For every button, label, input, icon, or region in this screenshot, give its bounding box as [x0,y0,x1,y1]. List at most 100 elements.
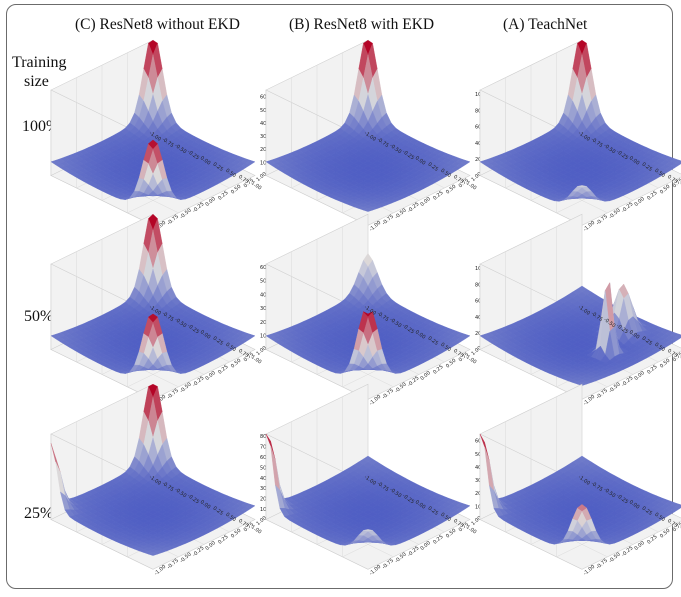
x-tick-label: 0.25 [427,336,440,347]
x-tick-label: 0.00 [628,155,641,166]
y-tick-label: 0.50 [659,358,671,370]
z-tick-label: 500 [260,108,270,114]
surface-facet [577,504,587,512]
y-tick-label: 0.50 [659,184,671,196]
x-tick-label: 0.75 [237,518,250,529]
column-title-without-ekd: (C) ResNet8 without EKD [75,16,240,33]
y-tick-label: 0.25 [432,534,444,546]
x-tick-label: 0.25 [212,506,225,517]
z-tick-label: 800 [260,434,270,440]
x-tick-label: 1.00 [465,354,478,365]
x-tick-label: 0.75 [237,174,250,185]
surface-plot-2: 200040006000800010000-1.00-0.75-0.50-0.2… [265,39,491,233]
y-tick-label: 0.25 [432,364,444,376]
x-tick-label: 0.25 [427,162,440,173]
z-tick-label: 300 [260,306,270,312]
surface-facet [148,313,158,323]
z-tick-label: 700 [260,445,270,451]
x-tick-label: 0.25 [641,506,654,517]
z-tick-label: 200 [260,497,270,503]
x-tick-label: 0.00 [414,499,427,510]
x-tick-label: 1.00 [679,524,681,535]
loss-surface [479,281,681,386]
x-tick-label: 0.50 [439,342,452,353]
x-tick-label: 1.00 [679,354,681,365]
surface-plot-1: 100200300400500600-1.00-0.75-0.50-0.250.… [50,39,270,233]
x-tick-label: 1.00 [679,180,681,191]
y-tick-label: 1.00 [255,515,267,527]
x-tick-label: 0.75 [666,174,679,185]
y-tick-label: 0.50 [230,358,242,370]
surface-facet [147,552,159,556]
y-tick-label: 0.75 [672,177,681,189]
z-tick-label: 400 [260,476,270,482]
y-tick-label: 0.75 [672,351,681,363]
x-tick-label: 0.00 [199,499,212,510]
x-tick-label: 0.75 [452,174,465,185]
x-tick-label: 0.50 [653,342,666,353]
y-tick-label: 0.25 [217,190,229,202]
surface-plot-5: 2004006008001000-1.00-0.75-0.50-0.250.00… [265,213,488,407]
y-tick-label: 0.00 [419,196,431,208]
y-tick-label: 0.50 [445,184,457,196]
z-tick-label: 100 [260,507,270,513]
z-tick-label: 200 [260,320,270,326]
x-tick-label: 0.75 [666,348,679,359]
column-title-teachnet: (A) TeachNet [503,16,588,33]
row-label-25: 25% [24,505,54,522]
y-tick-label: 0.50 [445,528,457,540]
y-tick-label: 0.25 [646,364,658,376]
y-tick-label: 1.00 [470,345,482,357]
x-tick-label: 0.75 [452,518,465,529]
y-tick-label: 1.00 [470,515,482,527]
y-tick-label: 0.00 [419,370,431,382]
row-header-training: Training [12,54,67,71]
x-tick-label: 0.50 [439,168,452,179]
x-tick-label: 1.00 [250,354,263,365]
loss-surface [50,39,256,200]
y-tick-label: 0.00 [633,196,645,208]
x-tick-label: 0.00 [628,329,641,340]
y-tick-label: 0.50 [230,184,242,196]
z-tick-label: 100 [260,160,270,166]
column-title-with-ekd: (B) ResNet8 with EKD [289,16,435,33]
x-tick-label: 0.50 [653,512,666,523]
y-tick-label: 0.75 [458,351,470,363]
row-label-100: 100% [22,118,60,135]
y-tick-label: 0.75 [243,351,255,363]
y-tick-label: 0.00 [204,370,216,382]
x-tick-label: 0.75 [237,348,250,359]
y-tick-label: 0.75 [243,177,255,189]
y-tick-label: 0.75 [458,521,470,533]
figure-frame [6,4,673,589]
z-tick-label: 400 [260,121,270,127]
loss-surface [479,39,681,202]
x-tick-label: 0.00 [199,155,212,166]
loss-surface [265,433,471,546]
surface-facet [148,139,158,149]
loss-surface [50,383,256,556]
x-tick-label: 0.25 [212,336,225,347]
y-tick-label: 0.75 [458,177,470,189]
x-tick-label: 0.75 [666,518,679,529]
z-tick-label: 300 [260,486,270,492]
y-tick-label: 0.75 [672,521,681,533]
y-tick-label: 0.25 [432,190,444,202]
x-tick-label: 1.00 [465,524,478,535]
z-tick-label: 500 [260,465,270,471]
surface-facet [362,208,374,212]
y-tick-label: 0.50 [230,528,242,540]
y-tick-label: 0.25 [217,364,229,376]
z-tick-label: 400 [260,292,270,298]
y-tick-label: 0.00 [633,540,645,552]
surface-plot-7: 100200300400500600700800-1.00-0.75-0.50-… [50,383,270,577]
surface-plot-6: 100200300400500600700-1.00-0.75-0.50-0.2… [479,213,681,407]
x-tick-label: 0.50 [653,168,666,179]
z-tick-label: 200 [260,147,270,153]
y-tick-label: 1.00 [255,345,267,357]
y-tick-label: 0.00 [419,540,431,552]
surface-plot-9: 20406080100120140-1.00-0.75-0.50-0.250.0… [479,383,681,577]
x-tick-label: 0.00 [199,329,212,340]
z-tick-label: 600 [260,95,270,101]
surface-plot-8: 100200300400500600-1.00-0.75-0.50-0.250.… [265,383,485,577]
